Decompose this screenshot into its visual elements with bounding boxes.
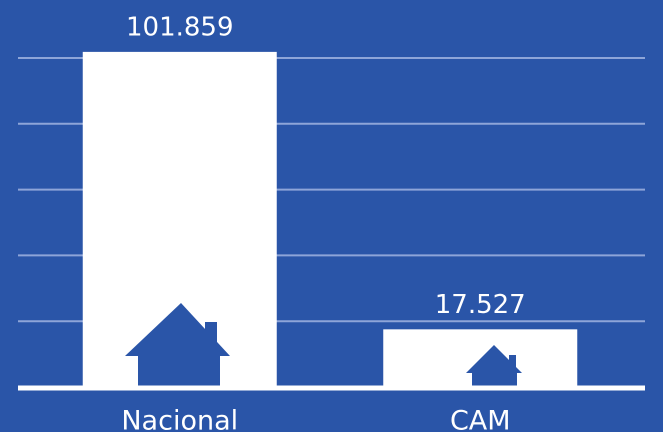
house-roof	[125, 303, 230, 356]
house-body	[472, 369, 517, 389]
x-tick-label: CAM	[450, 406, 511, 432]
value-label: 17.527	[435, 290, 526, 320]
house-body	[138, 350, 220, 390]
x-tick-label: Nacional	[121, 406, 238, 432]
house-icons	[125, 303, 522, 390]
house-chimney	[205, 322, 217, 346]
house-chimney	[509, 355, 516, 368]
house-roof	[466, 345, 522, 373]
value-label: 101.859	[126, 12, 234, 42]
